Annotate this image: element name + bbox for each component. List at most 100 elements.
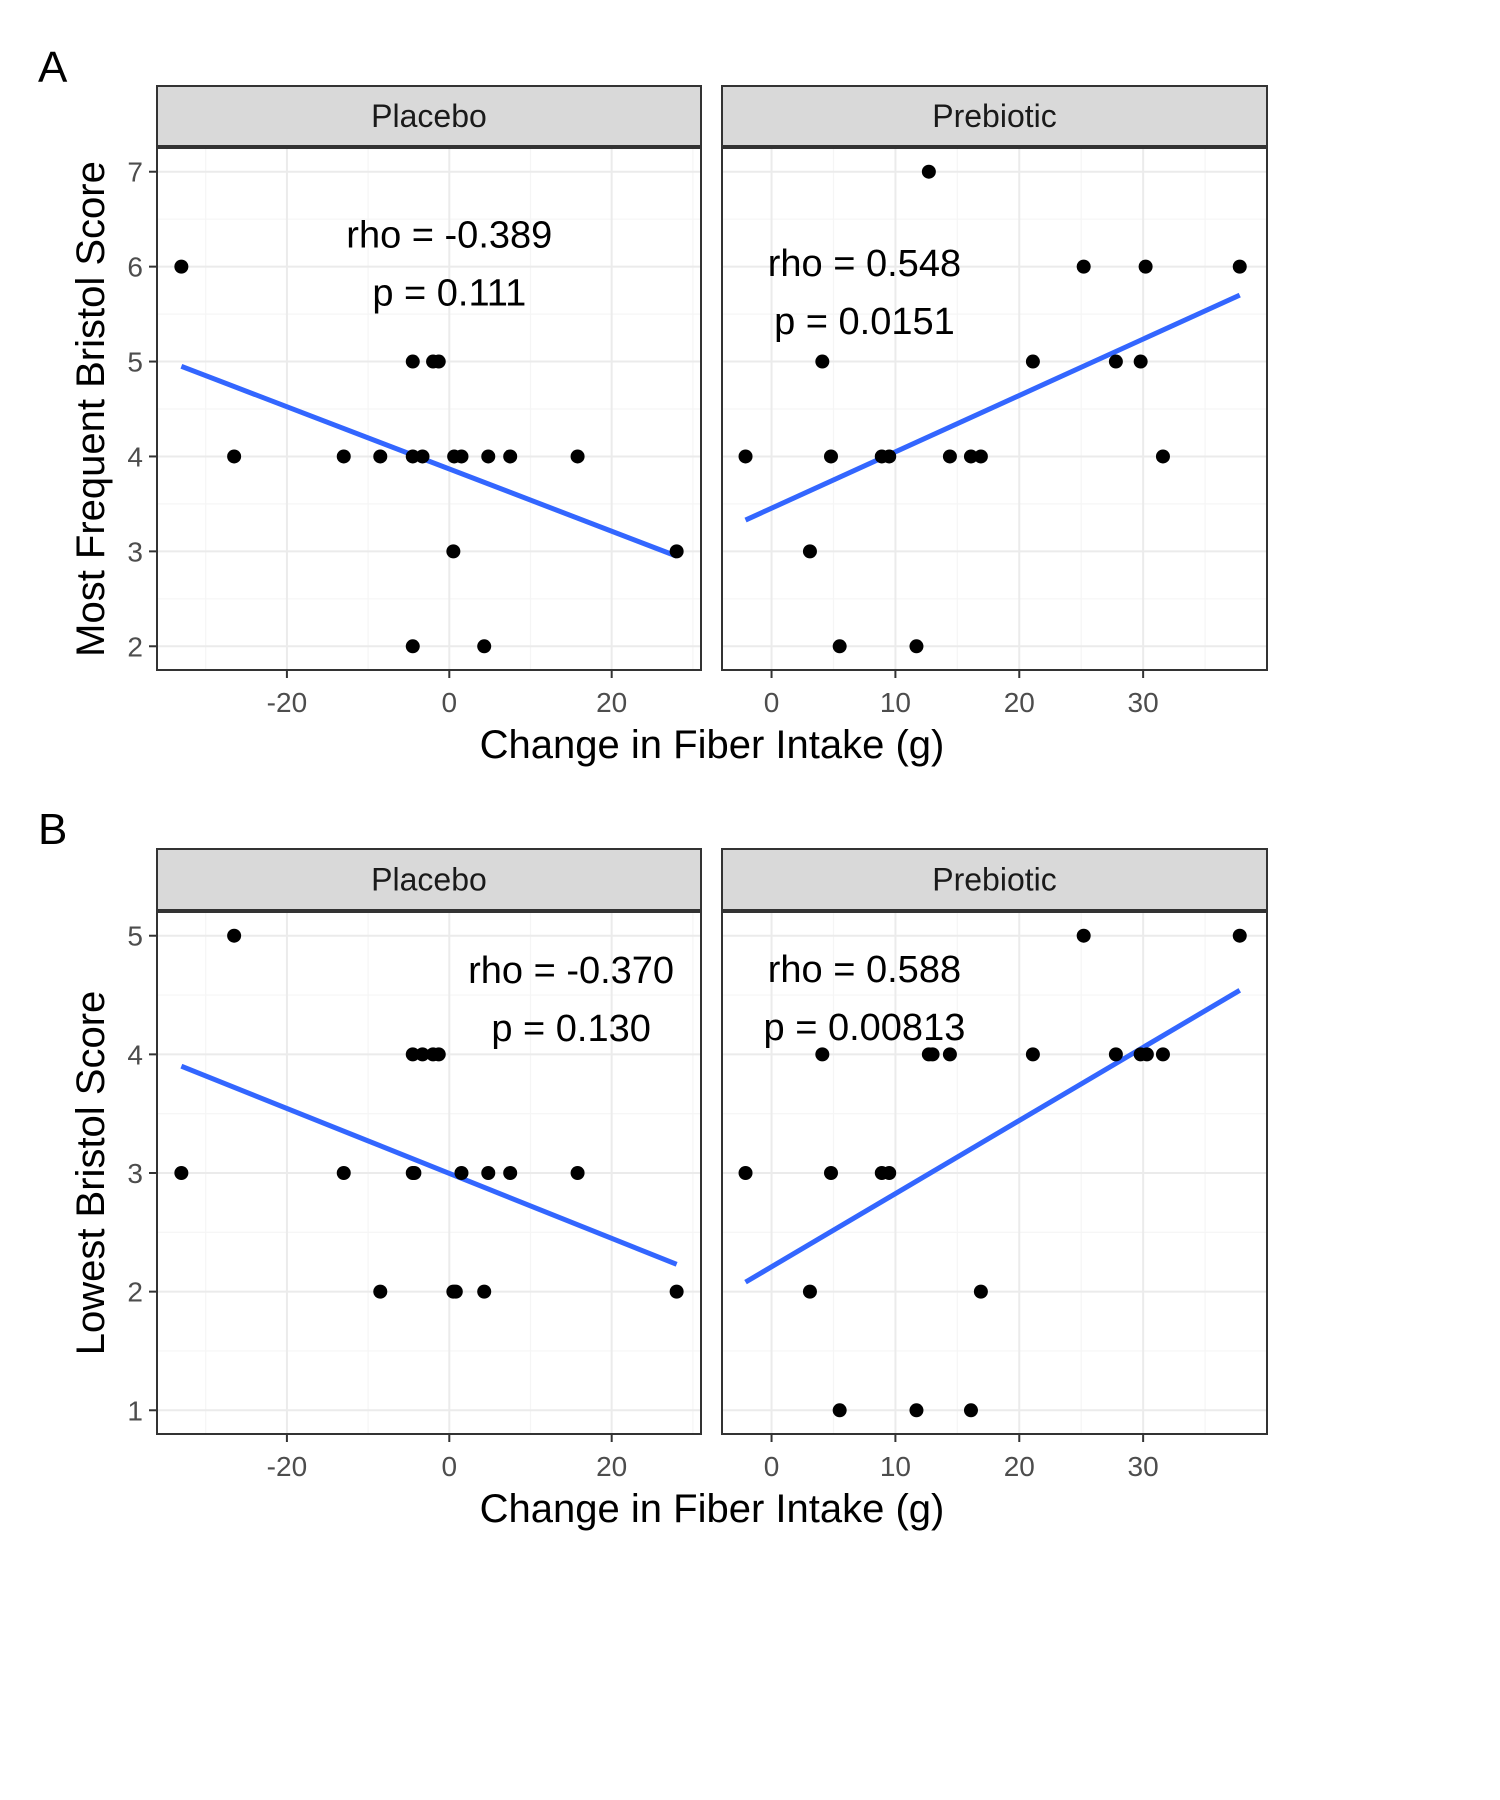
data-point [669,1284,684,1299]
x-tick-label: 20 [1004,1451,1035,1482]
data-point [1076,928,1091,943]
x-tick-label: 10 [880,1451,911,1482]
data-point [973,1284,988,1299]
y-axis-title: Most Frequent Bristol Score [69,161,113,657]
x-tick-label: 20 [596,687,627,718]
data-point [407,1166,422,1180]
data-point [1139,1047,1154,1062]
data-point [925,1047,940,1062]
data-point [963,449,978,464]
data-point [431,354,446,369]
facet-placebo: Placebo rho = -0.370 p = 0.130 -20 0 20 1 2 3 4 5 [127,848,702,1482]
facet-strip [156,85,702,147]
panel-border [156,147,702,671]
facet-prebiotic: Prebiotic rho = 0.588 p = 0.00813 0 10 20 30 [721,848,1268,1482]
data-point [1025,1047,1040,1062]
x-tick-label: 0 [764,687,780,718]
data-point [1108,1047,1123,1062]
data-point [454,1166,469,1180]
data-point [503,1166,518,1180]
panel-label: B [38,805,67,854]
panel-a: A Placebo rho = -0.389 p = 0.111 -20 0 20 2 3 4 5 6… [38,43,1268,767]
data-point [481,449,496,464]
data-point [942,449,957,464]
data-point [1138,259,1153,274]
data-point [373,1284,388,1299]
x-tick-label: 0 [442,1451,458,1482]
data-point [1076,259,1091,274]
y-axis-title: Lowest Bristol Score [69,991,113,1356]
regression-line [744,988,1242,1285]
facet-prebiotic: Prebiotic rho = 0.548 p = 0.0151 0 10 20 30 [721,85,1268,718]
data-point [336,1166,351,1180]
panel-border [721,911,1268,1435]
correlation-annotation: rho = 0.588 [768,949,961,991]
data-point [431,1047,446,1062]
panel-border [721,147,1268,671]
panel-b: B Placebo rho = -0.370 p = 0.130 -20 0 20 1 2 3 4 5… [38,805,1268,1531]
data-point [824,449,838,464]
data-point [174,259,189,274]
x-tick-label: 0 [442,687,458,718]
data-point [1133,354,1148,369]
data-point [1025,354,1040,369]
data-point [477,639,492,654]
data-point [802,544,817,559]
data-point [815,1047,830,1062]
data-point [815,354,830,369]
data-point [882,449,897,464]
data-point [405,354,420,369]
data-point [227,449,242,464]
x-axis-title: Change in Fiber Intake (g) [480,723,945,767]
data-point [227,928,242,943]
x-tick-label: 0 [764,1451,780,1482]
x-tick-label: -20 [267,687,307,718]
data-point [415,449,430,464]
data-point [405,639,420,654]
data-point [1155,1047,1170,1062]
data-point [738,1166,753,1180]
data-point [448,1284,463,1299]
y-tick-label: 4 [127,441,143,472]
y-tick-label: 1 [127,1395,143,1426]
data-point [921,164,936,179]
y-tick-label: 5 [127,921,143,952]
regression-line [744,292,1241,523]
data-point [477,1284,492,1299]
y-tick-label: 3 [127,1158,143,1189]
facet-strip [156,848,702,911]
facet-strip [721,848,1268,911]
x-tick-label: 20 [1004,687,1035,718]
x-tick-label: 30 [1128,687,1159,718]
data-point [373,449,388,464]
correlation-annotation: p = 0.00813 [764,1007,966,1049]
correlation-annotation: rho = -0.389 [346,215,552,257]
y-tick-label: 2 [127,631,143,662]
correlation-annotation: rho = 0.548 [768,243,961,285]
facet-placebo: Placebo rho = -0.389 p = 0.111 -20 0 20 2 3 4 5 6 7 [127,85,702,718]
correlation-annotation: p = 0.0151 [774,301,955,343]
regression-line [180,363,678,559]
data-point [832,639,847,654]
x-axis-title: Change in Fiber Intake (g) [480,1487,945,1531]
data-point [802,1284,817,1299]
data-point [1232,928,1247,943]
x-tick-label: -20 [267,1451,307,1482]
correlation-annotation: p = 0.111 [372,273,526,315]
data-point [405,1047,420,1062]
data-point [973,449,988,464]
facet-strip-label: Prebiotic [932,98,1057,134]
data-point [1232,259,1247,274]
data-point [570,1166,585,1180]
data-point [174,1166,189,1180]
y-tick-label: 6 [127,252,143,283]
data-point [942,1047,957,1062]
y-tick-label: 2 [127,1277,143,1308]
data-point [503,449,518,464]
x-tick-label: 30 [1128,1451,1159,1482]
data-point [336,449,351,464]
data-point [415,1047,430,1062]
y-tick-label: 7 [127,157,143,188]
facet-strip-label: Placebo [371,98,487,134]
